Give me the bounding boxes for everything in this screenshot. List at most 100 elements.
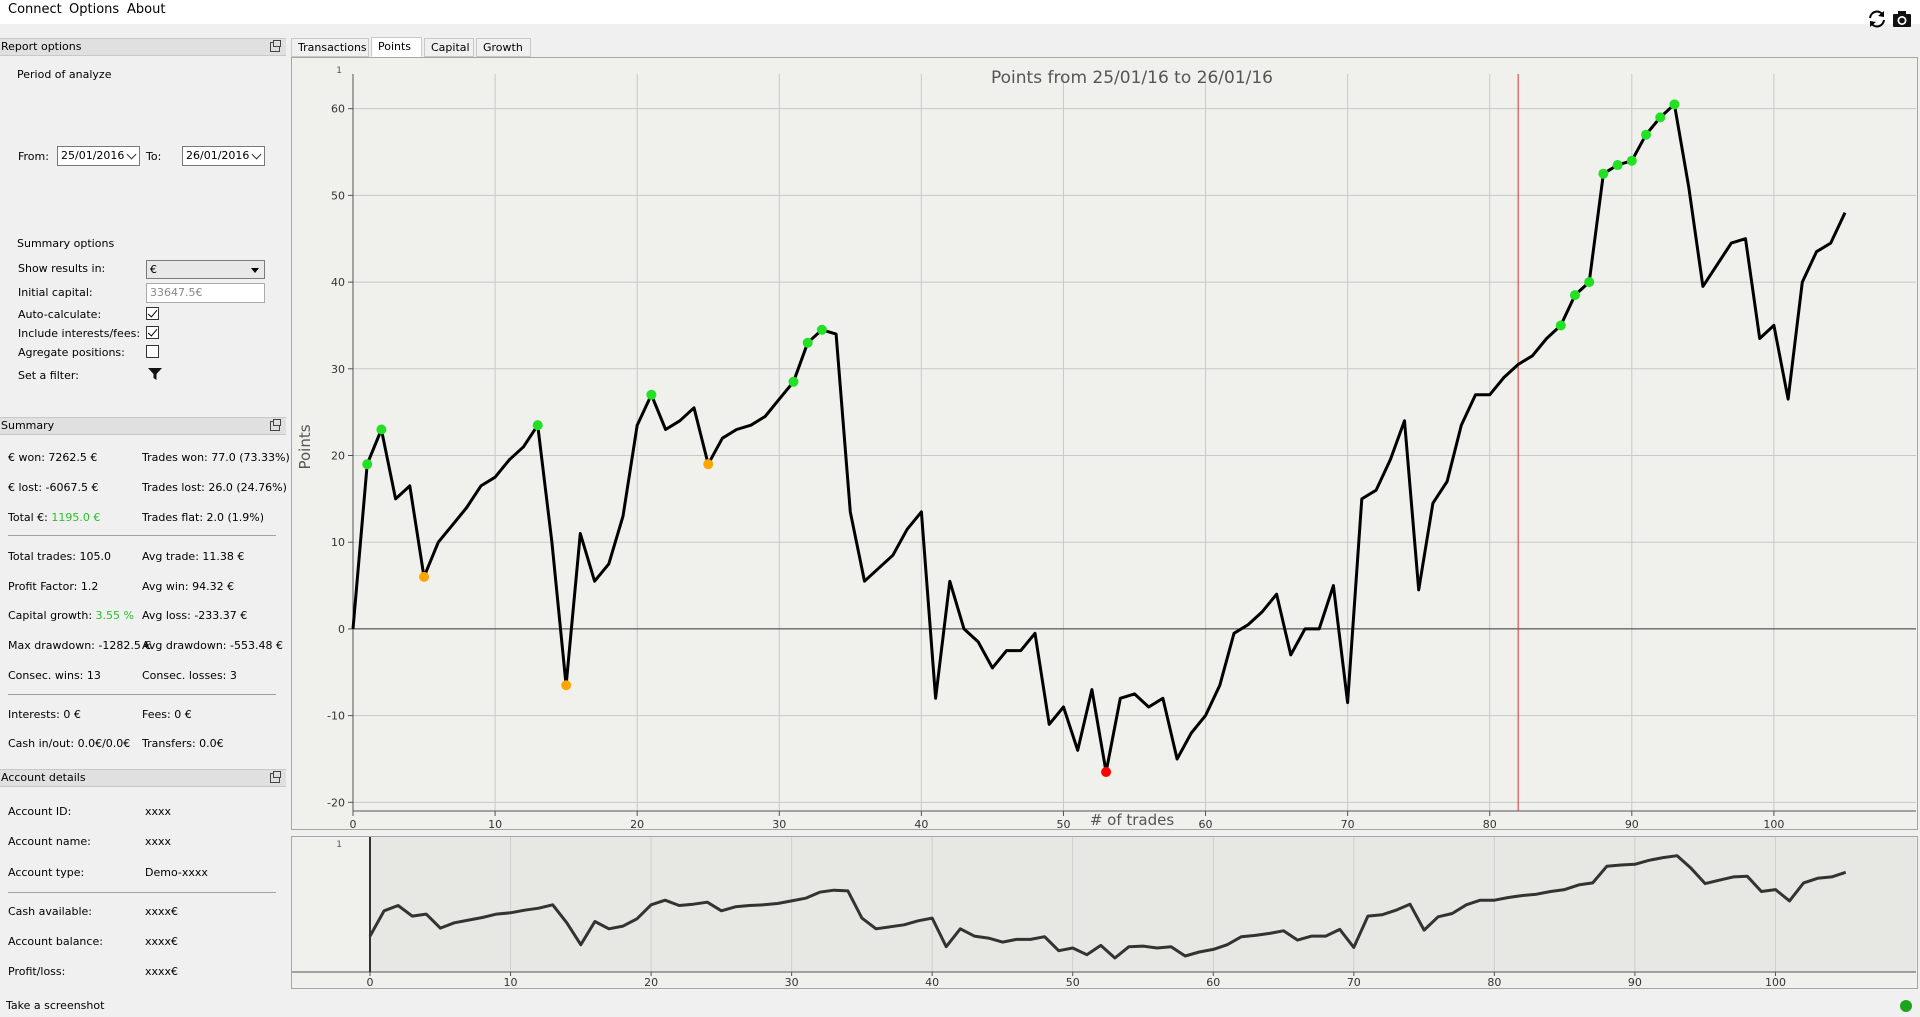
tab-capital[interactable]: Capital xyxy=(424,38,474,57)
x-axis-label: # of trades xyxy=(1090,811,1175,829)
high-point-marker xyxy=(1612,160,1623,171)
left-panel: Report options Period of analyze From: 2… xyxy=(0,38,290,995)
period-label: Period of analyze xyxy=(17,68,112,81)
dropdown-arrow-icon xyxy=(251,268,259,273)
aggregate-checkbox[interactable] xyxy=(146,345,159,358)
high-point-marker xyxy=(788,376,799,387)
high-point-marker xyxy=(532,420,543,431)
high-point-marker xyxy=(1598,168,1609,179)
points-series-line xyxy=(351,102,1847,774)
overview-x-tick-label: 70 xyxy=(1347,976,1361,988)
cash-available-label: Cash available: xyxy=(8,905,92,918)
y-tick-label: 60 xyxy=(331,103,345,116)
chevron-down-icon xyxy=(126,149,137,160)
high-point-marker xyxy=(1555,320,1566,331)
high-point-marker xyxy=(1626,155,1637,166)
from-date-value: 25/01/2016 xyxy=(61,149,125,162)
y-tick-label: 10 xyxy=(331,536,345,549)
menu-connect[interactable]: Connect xyxy=(8,2,62,17)
overview-x-tick-label: 10 xyxy=(504,976,518,988)
x-tick-label: 70 xyxy=(1341,818,1355,829)
total-euro-label: Total €: xyxy=(8,511,52,524)
overview-chart[interactable]: 0 10 20 30 40 50 60 70 80 90 100 1 xyxy=(291,836,1918,989)
consec-losses: Consec. losses: 3 xyxy=(142,669,237,682)
x-tick-label: 60 xyxy=(1199,818,1213,829)
cash-available-value: xxxx€ xyxy=(145,905,179,918)
total-euro-value: 1195.0 € xyxy=(51,511,101,524)
x-tick-label: 20 xyxy=(630,818,644,829)
euro-won: € won: 7262.5 € xyxy=(8,451,98,464)
points-chart[interactable]: 0 10 20 30 40 50 60 70 80 90 100 -20 -10 0 10 20 30 40 50 6… xyxy=(291,57,1918,831)
auto-calculate-label: Auto-calculate: xyxy=(18,308,102,321)
account-type-label: Account type: xyxy=(8,866,85,879)
trades-lost: Trades lost: 26.0 (24.76%) xyxy=(142,481,287,494)
float-dock-icon[interactable] xyxy=(270,40,281,52)
tab-transactions[interactable]: Transactions xyxy=(291,38,369,57)
overview-x-tick-label: 60 xyxy=(1206,976,1220,988)
high-point-marker xyxy=(1569,290,1580,301)
overview-series-line xyxy=(368,854,1847,960)
high-point-marker xyxy=(1641,129,1652,140)
trades-flat: Trades flat: 2.0 (1.9%) xyxy=(142,511,265,524)
overview-range-selection[interactable] xyxy=(370,837,1916,972)
x-tick-label: 10 xyxy=(488,818,502,829)
profit-factor: Profit Factor: 1.2 xyxy=(8,580,99,593)
account-balance-label: Account balance: xyxy=(8,935,103,948)
menu-options[interactable]: Options xyxy=(69,2,120,17)
account-id-value: xxxx xyxy=(145,805,172,818)
x-tick-label: 50 xyxy=(1056,818,1070,829)
show-results-label: Show results in: xyxy=(18,262,106,275)
capital-growth-label: Capital growth: xyxy=(8,609,96,622)
corner-tick: 1 xyxy=(336,66,342,76)
chart-title: Points from 25/01/16 to 26/01/16 xyxy=(991,68,1273,88)
transfers: Transfers: 0.0€ xyxy=(142,737,224,750)
y-tick-label: -20 xyxy=(327,796,345,809)
high-point-marker xyxy=(362,459,373,470)
x-tick-label: 100 xyxy=(1763,818,1784,829)
divider xyxy=(8,694,276,695)
max-drawdown: Max drawdown: -1282.5 € xyxy=(8,639,152,652)
float-dock-icon[interactable] xyxy=(270,419,281,431)
divider xyxy=(8,535,276,536)
y-axis-label: Points xyxy=(296,424,314,469)
y-tick-label: 50 xyxy=(331,189,345,202)
tab-points[interactable]: Points xyxy=(371,37,422,57)
min-point-marker xyxy=(1101,766,1112,777)
divider xyxy=(8,892,276,893)
initial-capital-input[interactable]: 33647.5€ xyxy=(146,283,265,303)
filter-icon[interactable] xyxy=(147,366,163,382)
menu-about[interactable]: About xyxy=(127,2,166,17)
filter-label: Set a filter: xyxy=(18,369,79,382)
interests: Interests: 0 € xyxy=(8,708,81,721)
to-date-picker[interactable]: 26/01/2016 xyxy=(182,146,265,166)
status-text: Take a screenshot xyxy=(6,999,105,1012)
high-point-marker xyxy=(1584,277,1595,288)
x-tick-label: 90 xyxy=(1625,818,1639,829)
from-label: From: xyxy=(18,150,49,163)
account-name-label: Account name: xyxy=(8,835,91,848)
overview-chart-svg: 0 10 20 30 40 50 60 70 80 90 100 1 xyxy=(292,837,1916,989)
include-interests-checkbox[interactable] xyxy=(146,326,159,339)
account-title: Account details xyxy=(1,771,86,784)
show-results-select[interactable]: € xyxy=(146,260,265,279)
refresh-icon[interactable] xyxy=(1866,8,1888,30)
total-euro: Total €: 1195.0 € xyxy=(8,511,100,524)
auto-calculate-checkbox[interactable] xyxy=(146,307,159,320)
high-point-marker xyxy=(376,424,387,435)
account-name-value: xxxx xyxy=(145,835,172,848)
capital-growth: Capital growth: 3.55 % xyxy=(8,609,134,622)
tab-growth[interactable]: Growth xyxy=(476,38,531,57)
account-header: Account details xyxy=(0,769,286,787)
account-id-label: Account ID: xyxy=(8,805,72,818)
high-point-marker xyxy=(802,337,813,348)
account-type-value: Demo-xxxx xyxy=(145,866,208,879)
float-dock-icon[interactable] xyxy=(270,771,281,783)
to-date-value: 26/01/2016 xyxy=(186,149,250,162)
total-trades: Total trades: 105.0 xyxy=(8,550,111,563)
low-point-marker xyxy=(561,680,572,691)
overview-x-tick-label: 30 xyxy=(785,976,799,988)
from-date-picker[interactable]: 25/01/2016 xyxy=(57,146,140,166)
camera-icon[interactable] xyxy=(1891,8,1913,30)
overview-x-tick-label: 90 xyxy=(1628,976,1642,988)
y-tick-label: -10 xyxy=(327,710,345,723)
